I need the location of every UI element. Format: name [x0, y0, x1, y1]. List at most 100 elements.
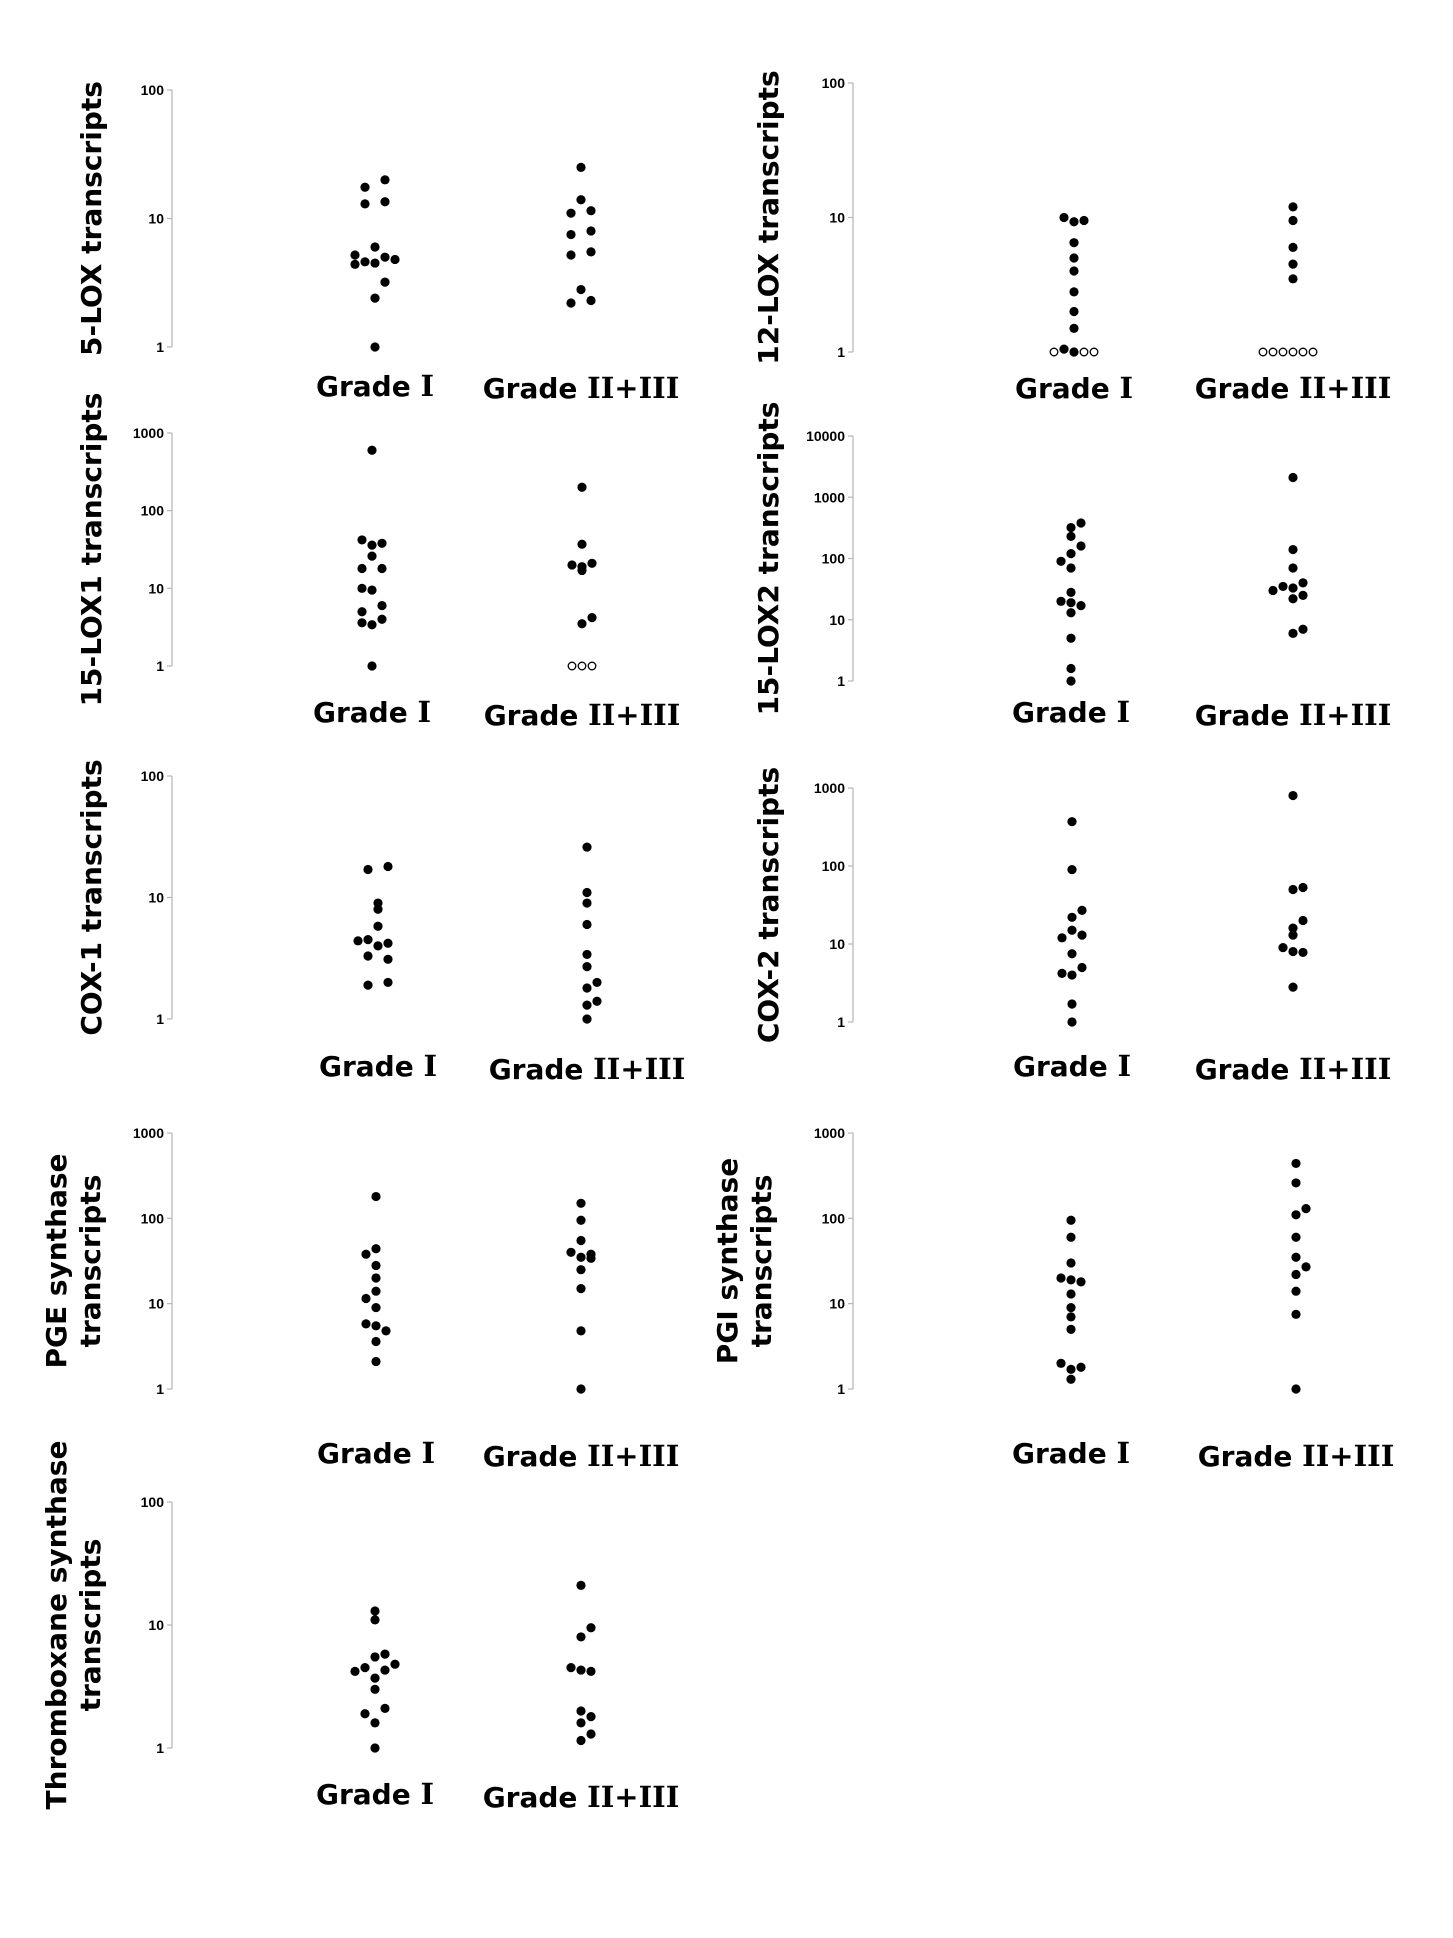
data-point [586, 226, 596, 236]
group-label-grade: I [1116, 695, 1130, 729]
y-tick-label: 1000 [814, 780, 845, 796]
data-point [1288, 544, 1298, 555]
data-point [357, 535, 367, 545]
chart-panel: 1 10 100 Thromboxane synthase transcripts Gra… [40, 1441, 679, 1814]
data-point [367, 551, 377, 561]
data-point [381, 1326, 391, 1336]
data-point [1076, 601, 1086, 611]
data-point [576, 1252, 586, 1262]
data-point [1076, 1362, 1086, 1372]
group-label-word: Grade [1198, 1440, 1302, 1473]
data-point [582, 961, 592, 972]
y-tick-label: 10 [148, 580, 164, 596]
group-label-grade: II+III [1302, 1439, 1394, 1473]
data-point [1288, 472, 1298, 483]
y-tick-label: 1 [156, 1011, 164, 1027]
data-point [1291, 1286, 1301, 1296]
data-point [587, 612, 597, 623]
data-point [1301, 1204, 1311, 1214]
data-point [576, 1632, 586, 1642]
data-point [582, 887, 592, 898]
group-label-word: Grade [1195, 699, 1299, 732]
data-point [1288, 628, 1298, 638]
group-label-word: Grade [1195, 1053, 1299, 1086]
group-label-grade: II+III [1299, 371, 1391, 405]
data-point [576, 1718, 586, 1728]
data-point [360, 1663, 370, 1673]
data-point [1288, 202, 1298, 212]
y-axis-label: transcripts [74, 1175, 107, 1348]
data-point [363, 935, 373, 945]
data-point [1066, 1275, 1076, 1285]
data-point [576, 1284, 586, 1294]
y-tick-label: 1 [156, 339, 164, 355]
y-tick-label: 1000 [133, 1125, 164, 1141]
data-point [1288, 946, 1298, 957]
data-point [577, 619, 587, 629]
group-label-grade: I [417, 695, 431, 729]
group-label-grade: I [421, 1436, 435, 1470]
data-point [373, 921, 383, 931]
group-label-word: Grade [483, 372, 587, 405]
data-point [1066, 531, 1076, 541]
data-point [582, 842, 592, 852]
data-point [1056, 556, 1066, 566]
group-label-word: Grade [1012, 1437, 1116, 1470]
data-point [1067, 925, 1077, 935]
data-point [1066, 608, 1076, 618]
data-point [576, 1235, 586, 1246]
y-tick-label: 100 [141, 768, 165, 784]
data-point [1066, 1324, 1076, 1334]
data-point [1067, 1017, 1077, 1027]
data-point-undetected [1049, 347, 1059, 357]
data-point [370, 258, 380, 268]
data-point [1077, 962, 1087, 973]
data-point [577, 565, 587, 576]
data-point [377, 614, 387, 624]
chart-panel: 1 10 100 1000 PGE synthase transcripts Grade I… [40, 1125, 679, 1473]
data-point-undetected [1278, 347, 1288, 357]
data-point [576, 1198, 586, 1208]
group-label-word: Grade [1195, 372, 1299, 405]
data-point [371, 1191, 381, 1202]
data-point [1301, 1262, 1311, 1272]
data-point [1069, 217, 1079, 227]
data-point [577, 482, 587, 492]
data-point [582, 1000, 592, 1010]
data-point [577, 539, 587, 549]
y-tick-label: 100 [141, 1210, 165, 1226]
data-point [1066, 1232, 1076, 1242]
data-point-undetected [1288, 347, 1298, 357]
data-point [380, 175, 390, 185]
y-tick-label: 1 [837, 344, 845, 360]
data-point [1066, 676, 1076, 686]
data-point [1278, 942, 1288, 953]
data-point [1291, 1309, 1301, 1319]
y-tick-label: 1 [837, 673, 845, 689]
data-point [363, 864, 373, 875]
data-point [1067, 912, 1077, 922]
group-label-word: Grade [1012, 696, 1116, 729]
group-label-word: Grade [483, 1440, 587, 1473]
data-point [1067, 817, 1077, 827]
data-point [1057, 968, 1067, 978]
group-label-grade: I [420, 1777, 434, 1811]
data-point [1066, 1302, 1076, 1313]
y-axis-label: transcripts [74, 1539, 107, 1712]
data-point [370, 293, 380, 303]
data-point [1288, 242, 1298, 252]
y-tick-label: 100 [141, 503, 165, 519]
data-point [1066, 522, 1076, 533]
y-tick-label: 10 [829, 936, 845, 952]
y-tick-label: 10 [829, 1296, 845, 1312]
data-point [1057, 933, 1067, 943]
data-point [1069, 253, 1079, 263]
data-point-undetected [577, 661, 587, 671]
data-point [576, 1665, 586, 1675]
data-point [380, 1665, 390, 1675]
data-point [361, 1293, 371, 1304]
y-tick-label: 100 [141, 82, 165, 98]
data-point [582, 983, 592, 993]
